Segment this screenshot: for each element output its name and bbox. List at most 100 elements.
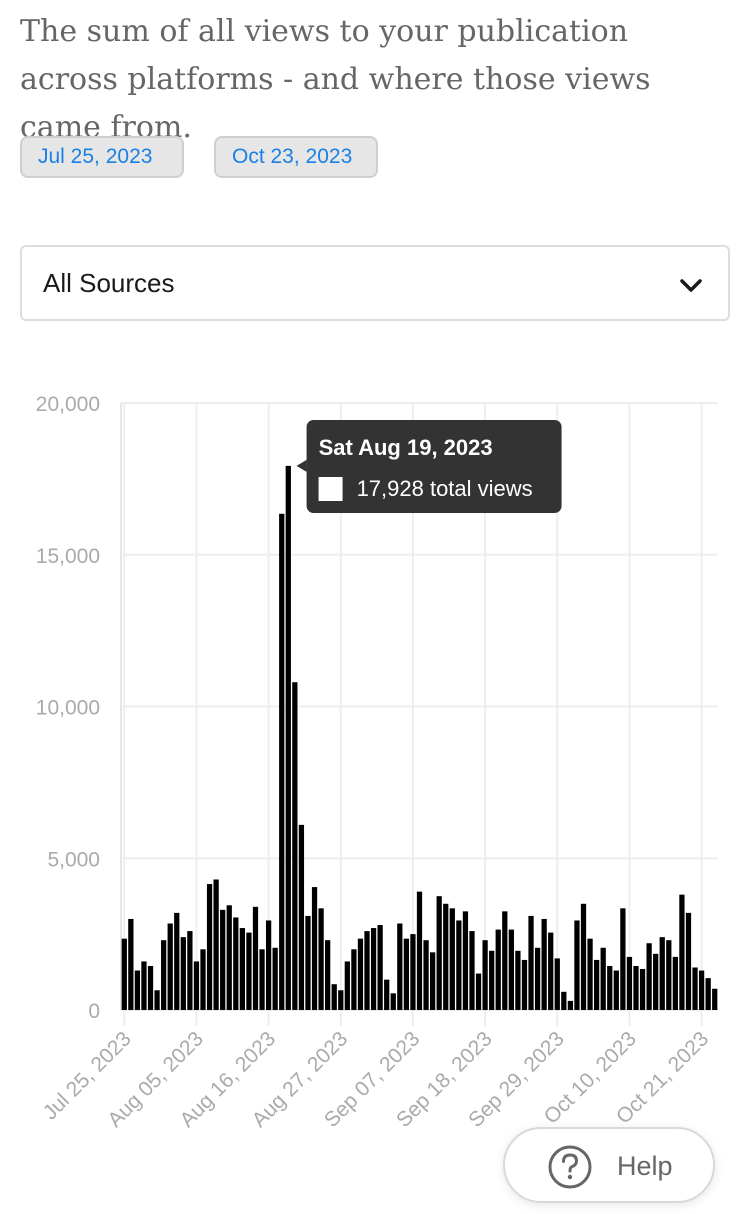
bar bbox=[502, 911, 508, 1010]
bar bbox=[423, 940, 429, 1010]
tooltip-pointer bbox=[296, 459, 307, 472]
bar bbox=[594, 959, 600, 1010]
y-tick-label: 0 bbox=[88, 1000, 100, 1023]
bar bbox=[580, 903, 587, 1010]
bar bbox=[338, 990, 344, 1010]
bar bbox=[134, 970, 141, 1010]
bar bbox=[193, 961, 200, 1010]
bar bbox=[587, 938, 593, 1010]
bar bbox=[574, 920, 580, 1010]
bar bbox=[233, 917, 239, 1010]
bar bbox=[357, 938, 364, 1010]
bar bbox=[548, 932, 554, 1010]
bar bbox=[311, 887, 318, 1010]
bar bbox=[613, 970, 619, 1010]
bar bbox=[534, 947, 541, 1010]
bar bbox=[495, 929, 501, 1010]
bar bbox=[318, 908, 324, 1010]
bar bbox=[298, 824, 305, 1010]
bar bbox=[639, 969, 646, 1010]
y-tick-label: 10,000 bbox=[36, 697, 100, 720]
bar bbox=[672, 956, 678, 1010]
help-button[interactable]: Help bbox=[503, 1127, 715, 1203]
bar bbox=[475, 973, 482, 1010]
bar bbox=[659, 937, 665, 1010]
bar bbox=[154, 990, 160, 1010]
bar bbox=[384, 979, 390, 1010]
bar bbox=[364, 931, 370, 1010]
bar bbox=[436, 896, 442, 1010]
bar bbox=[167, 923, 173, 1010]
bar bbox=[456, 920, 462, 1010]
bar bbox=[462, 911, 469, 1010]
bar bbox=[390, 993, 396, 1010]
bar bbox=[528, 915, 534, 1010]
bar bbox=[443, 903, 449, 1010]
source-select-value: All Sources bbox=[43, 268, 175, 298]
y-tick-label: 15,000 bbox=[36, 545, 100, 568]
bar bbox=[259, 949, 265, 1010]
bar bbox=[272, 947, 278, 1010]
bar bbox=[712, 988, 718, 1010]
bar bbox=[554, 958, 560, 1010]
bar bbox=[626, 956, 633, 1010]
bar bbox=[489, 950, 495, 1010]
chevron-down-icon bbox=[680, 279, 702, 292]
bar bbox=[213, 879, 219, 1010]
bar bbox=[206, 884, 213, 1010]
bar bbox=[541, 918, 547, 1010]
section-description: The sum of all views to your publication… bbox=[20, 14, 651, 145]
question-circle-icon bbox=[548, 1145, 592, 1189]
bar bbox=[252, 906, 259, 1010]
bar bbox=[285, 465, 291, 1010]
y-tick-label: 20,000 bbox=[36, 393, 100, 416]
bar bbox=[685, 912, 692, 1010]
bar bbox=[180, 937, 186, 1010]
bar bbox=[351, 949, 357, 1010]
source-select[interactable]: All Sources bbox=[20, 245, 730, 321]
bar bbox=[620, 908, 626, 1010]
bar bbox=[187, 931, 193, 1010]
tooltip-title: Sat Aug 19, 2023 bbox=[319, 435, 493, 460]
bar bbox=[429, 952, 436, 1010]
bar bbox=[469, 931, 475, 1010]
bar bbox=[128, 918, 134, 1010]
bar bbox=[646, 943, 652, 1010]
bar bbox=[174, 912, 180, 1010]
bar bbox=[653, 953, 659, 1010]
end-date-button[interactable]: Oct 23, 2023 bbox=[214, 136, 378, 178]
y-tick-label: 5,000 bbox=[47, 848, 100, 871]
bar bbox=[567, 1000, 574, 1010]
bar bbox=[508, 929, 514, 1010]
help-label: Help bbox=[617, 1151, 673, 1181]
bar bbox=[607, 965, 613, 1010]
bar bbox=[416, 891, 423, 1010]
bar bbox=[292, 682, 298, 1010]
bar bbox=[226, 905, 232, 1010]
bar bbox=[521, 959, 528, 1010]
bar bbox=[377, 925, 383, 1010]
bar bbox=[141, 961, 147, 1010]
bar bbox=[705, 978, 711, 1010]
tooltip-box bbox=[306, 420, 562, 513]
bar bbox=[220, 909, 226, 1010]
bar bbox=[410, 934, 416, 1010]
bar bbox=[239, 928, 245, 1010]
bar bbox=[633, 965, 639, 1010]
bar bbox=[121, 938, 127, 1010]
bar bbox=[279, 513, 285, 1010]
bar bbox=[482, 940, 488, 1010]
bar bbox=[403, 938, 410, 1010]
bar bbox=[515, 950, 521, 1010]
bar bbox=[325, 940, 331, 1010]
bar bbox=[265, 920, 272, 1010]
bar bbox=[397, 923, 403, 1010]
start-date-button[interactable]: Jul 25, 2023 bbox=[20, 136, 184, 178]
bar bbox=[344, 961, 350, 1010]
tooltip-swatch bbox=[318, 477, 343, 501]
bar bbox=[331, 984, 337, 1010]
bar bbox=[449, 908, 455, 1010]
bar bbox=[200, 949, 206, 1010]
bar bbox=[161, 940, 167, 1010]
